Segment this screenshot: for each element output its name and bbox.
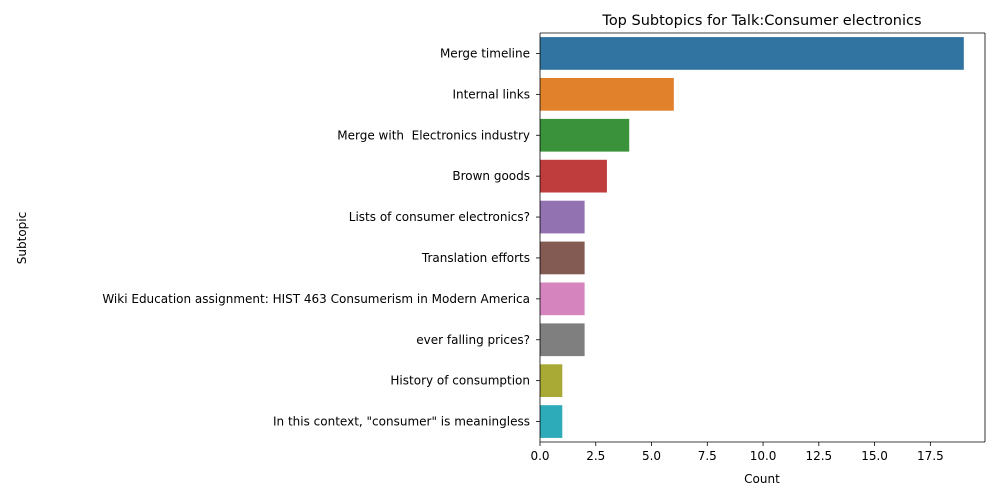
- y-tick-label: Brown goods: [452, 169, 530, 183]
- x-axis: 0.0 2.5 5.0 7.5 10.0 12.5 15.0 17.5: [530, 442, 944, 463]
- bar-5: [540, 241, 585, 275]
- x-tick-label: 17.5: [917, 449, 944, 463]
- x-tick-label: 0.0: [530, 449, 549, 463]
- x-axis-label: Count: [744, 472, 780, 486]
- bar-6: [540, 282, 585, 316]
- x-tick-label: 5.0: [642, 449, 661, 463]
- chart-title: Top Subtopics for Talk:Consumer electron…: [601, 13, 921, 29]
- x-tick-label: 12.5: [805, 449, 832, 463]
- bar-3: [540, 159, 607, 193]
- bar-9: [540, 405, 563, 438]
- y-axis-label: Subtopic: [15, 212, 29, 264]
- y-tick-label: Wiki Education assignment: HIST 463 Cons…: [102, 292, 530, 306]
- y-tick-labels: Merge timeline Internal links Merge with E…: [102, 46, 540, 429]
- x-tick-label: 2.5: [586, 449, 605, 463]
- y-tick-label: Internal links: [452, 87, 530, 101]
- y-tick-label: ever falling prices?: [416, 333, 530, 347]
- bars-group: [540, 37, 964, 438]
- x-tick-label: 15.0: [861, 449, 888, 463]
- y-tick-label: History of consumption: [390, 374, 530, 388]
- bar-8: [540, 364, 563, 398]
- y-tick-label: Translation efforts: [421, 251, 530, 265]
- x-tick-label: 7.5: [698, 449, 717, 463]
- bar-0: [540, 37, 964, 70]
- y-tick-label: Merge with Electronics industry: [337, 128, 530, 142]
- bar-2: [540, 118, 630, 152]
- bar-1: [540, 77, 674, 111]
- bar-7: [540, 323, 585, 357]
- x-tick-label: 10.0: [750, 449, 777, 463]
- y-tick-label: Lists of consumer electronics?: [349, 210, 530, 224]
- y-tick-label: In this context, "consumer" is meaningle…: [273, 415, 530, 429]
- y-tick-label: Merge timeline: [440, 46, 530, 60]
- bar-4: [540, 200, 585, 234]
